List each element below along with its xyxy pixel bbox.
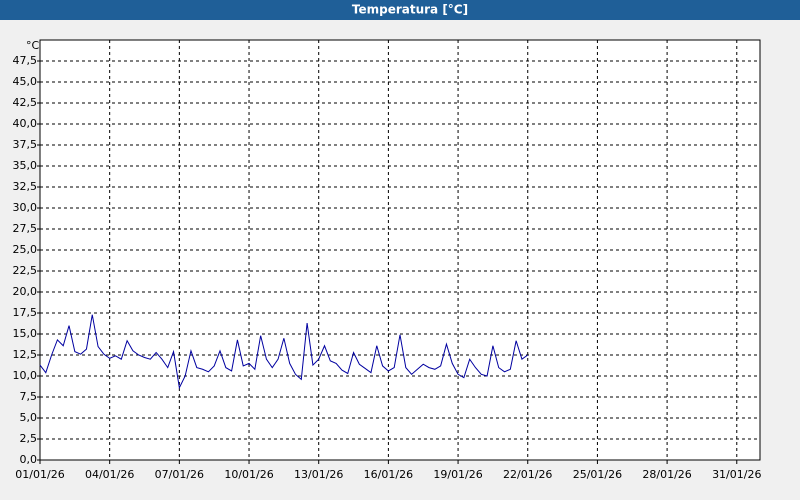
y-tick-label: 20,0 — [13, 285, 38, 298]
chart-title: Temperatura [°C] — [352, 3, 468, 17]
y-tick-label: 37,5 — [13, 138, 38, 151]
x-tick-label: 28/01/26 — [642, 468, 691, 481]
x-tick-label: 22/01/26 — [503, 468, 552, 481]
y-tick-label: 10,0 — [13, 369, 38, 382]
x-tick-label: 25/01/26 — [573, 468, 622, 481]
y-tick-label: 22,5 — [13, 264, 38, 277]
y-tick-label: 32,5 — [13, 180, 38, 193]
y-tick-label: 35,0 — [13, 159, 38, 172]
y-tick-label: 17,5 — [13, 306, 38, 319]
x-tick-label: 13/01/26 — [294, 468, 343, 481]
y-tick-label: 42,5 — [13, 96, 38, 109]
y-tick-label: 7,5 — [20, 390, 38, 403]
y-tick-label: 40,0 — [13, 117, 38, 130]
x-tick-label: 16/01/26 — [364, 468, 413, 481]
y-tick-label: 12,5 — [13, 348, 38, 361]
y-tick-label: 47,5 — [13, 54, 38, 67]
x-tick-label: 07/01/26 — [155, 468, 204, 481]
x-tick-label: 10/01/26 — [224, 468, 273, 481]
x-tick-label: 19/01/26 — [433, 468, 482, 481]
y-tick-label: 45,0 — [13, 75, 38, 88]
line-series — [39, 314, 529, 390]
y-unit: °C — [26, 39, 40, 52]
y-tick-label: 25,0 — [13, 243, 38, 256]
y-tick-label: 30,0 — [13, 201, 38, 214]
x-tick-label: 04/01/26 — [85, 468, 134, 481]
y-tick-label: 27,5 — [13, 222, 38, 235]
x-tick-label: 31/01/26 — [712, 468, 761, 481]
y-tick-label: 0,0 — [20, 453, 38, 466]
y-tick-label: 2,5 — [20, 432, 38, 445]
x-tick-label: 01/01/26 — [15, 468, 64, 481]
y-tick-label: 5,0 — [20, 411, 38, 424]
y-tick-label: 15,0 — [13, 327, 38, 340]
title-bar — [0, 0, 800, 20]
